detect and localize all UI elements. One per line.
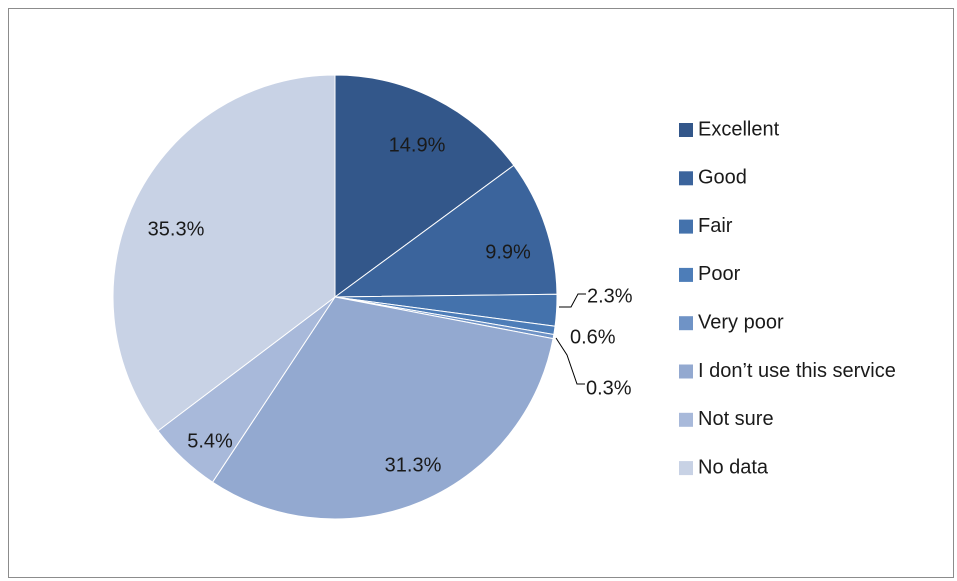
legend-label: Very poor bbox=[698, 311, 784, 333]
legend-swatch bbox=[679, 316, 693, 331]
data-labels: 14.9% 9.9% 2.3% 0.6% 0.3% 31.3% 5.4% 35.3% bbox=[148, 134, 633, 476]
leader-line bbox=[555, 337, 585, 385]
legend-swatch bbox=[679, 267, 693, 282]
legend-swatch bbox=[679, 123, 693, 137]
legend: Excellent Good Fair Poor Very poor I don’t us… bbox=[679, 118, 896, 478]
data-label: 31.3% bbox=[385, 454, 442, 476]
legend-label: Not sure bbox=[698, 408, 774, 430]
pie-slice-excellent bbox=[334, 74, 515, 298]
data-label: 0.3% bbox=[586, 377, 632, 399]
legend-swatch bbox=[679, 412, 693, 427]
pie-slice-i-don-t-use-this-service bbox=[211, 296, 554, 520]
data-label: 35.3% bbox=[148, 218, 205, 240]
pie-slices bbox=[112, 74, 558, 520]
data-label: 5.4% bbox=[187, 430, 233, 452]
data-label: 9.9% bbox=[485, 241, 531, 263]
legend-label: I don’t use this service bbox=[698, 360, 896, 382]
leader-lines bbox=[555, 293, 586, 385]
pie-slice-good bbox=[333, 164, 558, 298]
pie-slice-no-data bbox=[112, 74, 336, 432]
legend-label: Fair bbox=[698, 215, 733, 237]
legend-swatch bbox=[679, 171, 693, 186]
legend-swatch bbox=[679, 219, 693, 234]
legend-label: Excellent bbox=[698, 118, 780, 140]
legend-label: Poor bbox=[698, 263, 741, 285]
leader-line bbox=[559, 293, 586, 308]
data-label: 2.3% bbox=[587, 285, 633, 307]
data-label: 14.9% bbox=[389, 134, 446, 156]
legend-label: Good bbox=[698, 167, 747, 189]
legend-swatch bbox=[679, 461, 693, 476]
legend-label: No data bbox=[698, 456, 769, 478]
legend-swatch bbox=[679, 364, 693, 379]
data-label: 0.6% bbox=[570, 326, 616, 348]
